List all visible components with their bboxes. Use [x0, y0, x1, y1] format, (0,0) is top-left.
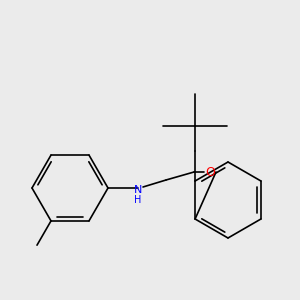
Text: N: N	[134, 185, 142, 195]
Text: H: H	[134, 195, 142, 205]
Text: O: O	[205, 166, 215, 178]
